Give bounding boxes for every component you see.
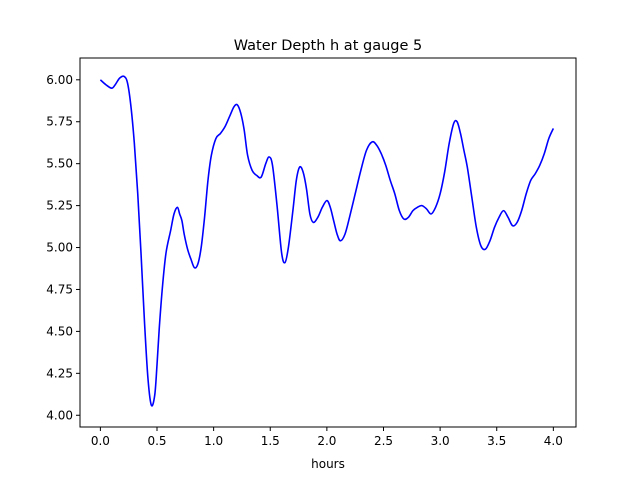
x-tick-label: 2.0 [317, 434, 336, 448]
x-tick-label: 3.0 [431, 434, 450, 448]
x-tick-label: 0.0 [91, 434, 110, 448]
y-tick-label: 6.00 [46, 73, 73, 87]
y-axis: 4.00 4.25 4.50 4.75 5.00 5.25 5.50 5.75 6.00 [46, 73, 80, 422]
x-tick-label: 4.0 [544, 434, 563, 448]
water-depth-series-line [99, 75, 555, 407]
chart-title: Water Depth h at gauge 5 [234, 38, 422, 54]
x-tick-label: 1.5 [261, 434, 280, 448]
y-tick-label: 4.75 [46, 282, 73, 296]
x-tick-label: 2.5 [374, 434, 393, 448]
y-tick-label: 5.00 [46, 241, 73, 255]
x-tick-label: 1.0 [204, 434, 223, 448]
plot-area [99, 75, 555, 407]
axes-frame [79, 57, 577, 428]
x-tick-label: 0.5 [147, 434, 166, 448]
y-tick-label: 5.25 [46, 199, 73, 213]
y-tick-label: 5.50 [46, 157, 73, 171]
x-axis: 0.0 0.5 1.0 1.5 2.0 2.5 3.0 3.5 4.0 [91, 427, 563, 448]
y-tick-label: 5.75 [46, 115, 73, 129]
y-tick-label: 4.50 [46, 324, 73, 338]
y-tick-label: 4.25 [46, 366, 73, 380]
y-tick-label: 4.00 [46, 408, 73, 422]
x-tick-label: 3.5 [487, 434, 506, 448]
x-axis-title: hours [311, 457, 345, 471]
